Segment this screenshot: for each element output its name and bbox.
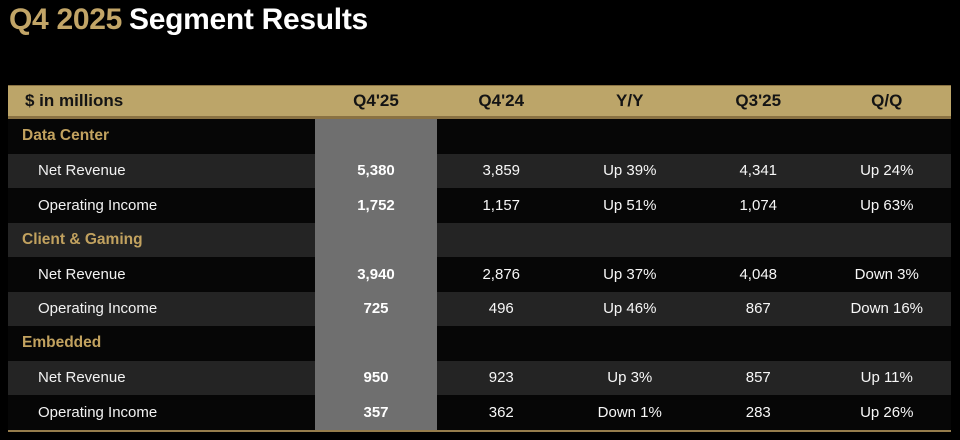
col-header-qq: Q/Q — [871, 91, 903, 110]
segment-results-table: $ in millions Q4'25 Q4'24 Y/Y Q3'25 Q/Q … — [8, 85, 951, 432]
cell-qq: Down 3% — [854, 265, 919, 283]
col-header-q424: Q4'24 — [478, 91, 525, 110]
cell-qq: Down 16% — [850, 300, 924, 318]
cell-q425: 950 — [315, 360, 437, 395]
cell-q425: 357 — [315, 395, 437, 430]
row-embedded-net-revenue: Net Revenue 950 923 Up 3% 857 Up 11% — [8, 360, 951, 395]
cell-yy: Up 46% — [603, 300, 657, 318]
cell-q424: 2,876 — [482, 265, 521, 283]
row-label: Operating Income — [38, 196, 158, 214]
segment-name: Embedded — [22, 334, 102, 352]
segment-header-row-embedded: Embedded — [8, 326, 951, 361]
empty-cell — [694, 326, 823, 361]
cell-q424: 496 — [488, 300, 514, 318]
cell-q325: 4,341 — [739, 162, 778, 180]
row-label: Operating Income — [38, 403, 158, 421]
empty-cell — [823, 223, 952, 258]
title-text: Segment Results — [129, 3, 368, 36]
empty-cell — [437, 119, 566, 154]
segment-name: Data Center — [22, 127, 109, 145]
cell-qq: Up 63% — [860, 196, 914, 214]
segment-header-row-client-gaming: Client & Gaming — [8, 222, 952, 258]
segment-header-row-data-center: Data Center — [8, 119, 951, 154]
cell-yy: Up 39% — [603, 162, 657, 180]
cell-q425: 5,380 — [315, 153, 437, 188]
cell-qq: Up 11% — [860, 369, 913, 387]
row-label: Net Revenue — [38, 369, 126, 387]
empty-cell — [566, 326, 695, 361]
cell-q425: 3,940 — [315, 257, 437, 292]
row-client-gaming-net-revenue: Net Revenue 3,940 2,876 Up 37% 4,048 Dow… — [8, 257, 951, 292]
cell-yy: Up 51% — [603, 196, 657, 214]
highlight-column-band — [315, 222, 437, 257]
empty-cell — [437, 326, 566, 361]
cell-yy: Up 3% — [607, 369, 653, 387]
empty-cell — [566, 223, 695, 258]
col-header-q325: Q3'25 — [735, 91, 782, 110]
row-data-center-operating-income: Operating Income 1,752 1,157 Up 51% 1,07… — [8, 188, 951, 223]
cell-yy: Down 1% — [597, 403, 662, 421]
cell-q425: 725 — [315, 291, 437, 326]
row-label: Net Revenue — [38, 162, 126, 180]
cell-qq: Up 24% — [860, 162, 914, 180]
row-embedded-operating-income: Operating Income 357 362 Down 1% 283 Up … — [8, 395, 951, 430]
row-client-gaming-operating-income: Operating Income 725 496 Up 46% 867 Down… — [8, 291, 951, 326]
cell-qq: Up 26% — [860, 403, 914, 421]
cell-q424: 1,157 — [482, 196, 521, 214]
cell-q325: 1,074 — [739, 196, 778, 214]
cell-q325: 283 — [745, 403, 771, 421]
cell-q424: 3,859 — [482, 162, 521, 180]
row-label: Net Revenue — [38, 265, 126, 283]
col-header-q425: Q4'25 — [353, 91, 399, 110]
title-quarter: Q4 2025 — [9, 3, 122, 36]
cell-q325: 857 — [745, 369, 771, 387]
highlight-column-band — [315, 119, 437, 154]
highlight-column-band — [315, 326, 437, 361]
empty-cell — [437, 223, 566, 258]
cell-q424: 923 — [488, 369, 514, 387]
row-label: Operating Income — [38, 300, 158, 318]
page-title: Q4 2025 Segment Results — [9, 3, 368, 37]
cell-q325: 867 — [745, 300, 771, 318]
empty-cell — [823, 326, 952, 361]
col-header-metric: $ in millions — [25, 91, 124, 110]
segment-name: Client & Gaming — [22, 230, 143, 248]
empty-cell — [566, 119, 695, 154]
cell-q424: 362 — [488, 403, 514, 421]
row-data-center-net-revenue: Net Revenue 5,380 3,859 Up 39% 4,341 Up … — [8, 153, 951, 188]
cell-yy: Up 37% — [603, 265, 657, 283]
cell-q425: 1,752 — [315, 188, 437, 223]
col-header-yy: Y/Y — [616, 91, 644, 110]
table-header-row: $ in millions Q4'25 Q4'24 Y/Y Q3'25 Q/Q — [8, 85, 951, 119]
empty-cell — [823, 119, 952, 154]
empty-cell — [694, 119, 823, 154]
empty-cell — [694, 223, 823, 258]
cell-q325: 4,048 — [739, 265, 778, 283]
